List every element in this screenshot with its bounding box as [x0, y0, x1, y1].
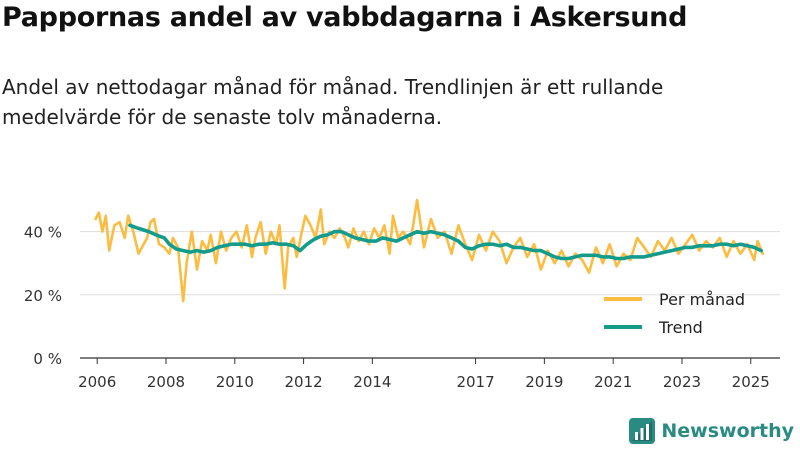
y-tick-label: 20 % — [24, 287, 62, 305]
x-tick-label: 2012 — [284, 373, 322, 391]
x-tick-label: 2019 — [525, 373, 563, 391]
brand-name: Newsworthy — [661, 420, 794, 442]
x-tick-label: 2010 — [216, 373, 254, 391]
brand-logo: Newsworthy — [629, 418, 794, 444]
y-tick-label: 0 % — [33, 350, 62, 368]
x-tick-label: 2014 — [353, 373, 391, 391]
y-tick-label: 40 % — [24, 224, 62, 242]
x-tick-label: 2008 — [147, 373, 185, 391]
x-tick-label: 2017 — [456, 373, 494, 391]
chart-subtitle: Andel av nettodagar månad för månad. Tre… — [2, 75, 664, 129]
legend-label: Trend — [658, 318, 703, 337]
x-tick-label: 2025 — [732, 373, 770, 391]
x-tick-label: 2021 — [594, 373, 632, 391]
x-tick-label: 2023 — [663, 373, 701, 391]
legend-label: Per månad — [659, 290, 745, 309]
chart-title: Pappornas andel av vabbdagarna i Askersu… — [2, 2, 688, 33]
series-line-trend — [128, 223, 763, 261]
newsworthy-logo-icon — [629, 418, 656, 444]
x-tick-label: 2006 — [78, 373, 116, 391]
